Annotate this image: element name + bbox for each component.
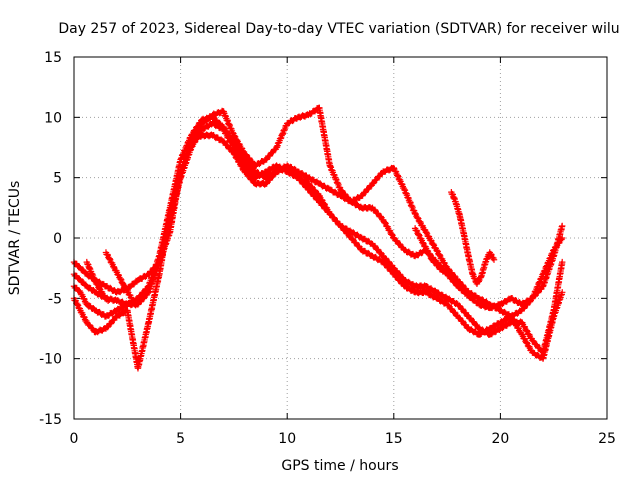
series-track-6: [411, 225, 453, 278]
plot-frame: [73, 56, 608, 420]
y-tick-label: 0: [53, 231, 62, 247]
y-tick-label: -10: [39, 352, 62, 368]
series-markers: [83, 258, 112, 304]
y-tick-label: -5: [48, 291, 62, 307]
x-axis-label: GPS time / hours: [281, 458, 398, 474]
series-track-2: [70, 113, 566, 320]
x-tick-label: 15: [385, 431, 403, 447]
y-tick-label: -15: [39, 412, 62, 428]
x-tick-label: 20: [491, 431, 509, 447]
y-axis-label: SDTVAR / TECUs: [7, 181, 23, 296]
axis-ticks: [73, 56, 608, 420]
series-track-7: [83, 258, 112, 304]
series-markers: [448, 188, 498, 288]
chart-title: Day 257 of 2023, Sidereal Day-to-day VTE…: [58, 21, 619, 37]
x-tick-labels: 0 5 10 15 20 25: [70, 431, 616, 447]
y-tick-label: 5: [53, 171, 62, 187]
series-track-1: [70, 104, 566, 312]
x-tick-label: 5: [176, 431, 185, 447]
series-markers: [102, 249, 135, 302]
series-track-8: [102, 249, 135, 302]
x-tick-label: 25: [598, 431, 616, 447]
y-tick-label: 10: [44, 110, 62, 126]
y-tick-labels: -15 -10 -5 0 5 10 15: [39, 50, 62, 428]
y-tick-label: 15: [44, 50, 62, 66]
series-markers: [70, 104, 566, 312]
x-tick-label: 10: [278, 431, 296, 447]
series-track-5: [448, 188, 498, 288]
series-markers: [411, 225, 453, 278]
x-tick-label: 0: [70, 431, 79, 447]
grid-lines: [74, 57, 607, 419]
series-markers: [70, 113, 566, 320]
